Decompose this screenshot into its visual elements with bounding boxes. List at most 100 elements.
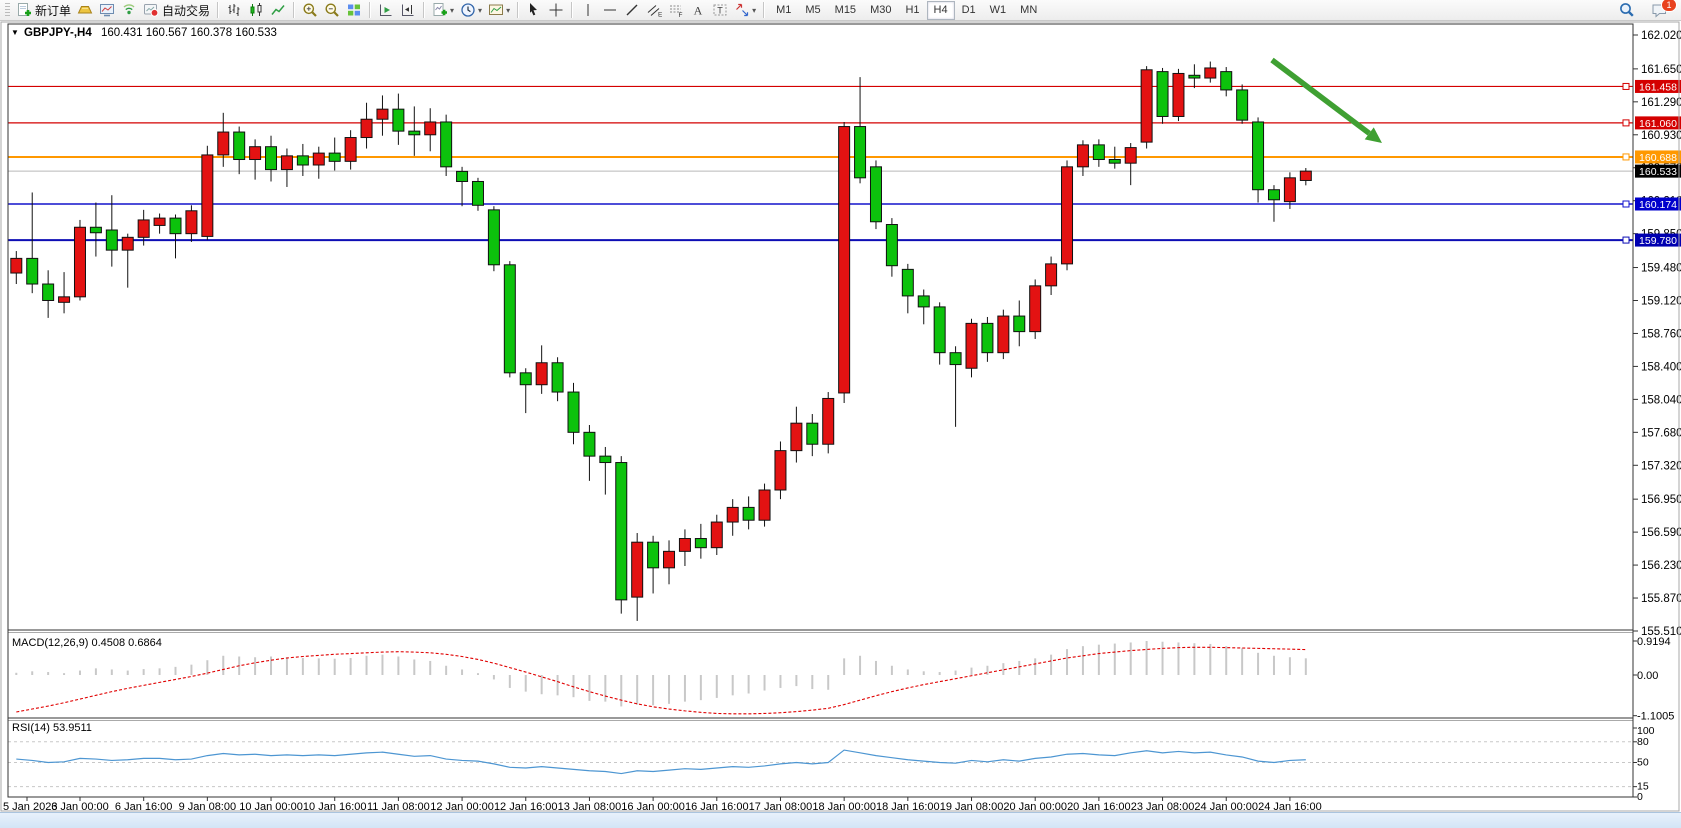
vertical-line-button[interactable] — [577, 1, 599, 20]
price-tick-label: 159.480 — [1641, 263, 1681, 275]
bull-candle — [535, 362, 548, 386]
line-handle[interactable] — [1622, 236, 1630, 244]
macd-pane[interactable] — [15, 640, 1637, 717]
bear-candle — [233, 131, 246, 161]
bull-candle — [1029, 285, 1042, 333]
gold-ingot-button[interactable] — [74, 1, 96, 20]
bear-candle — [1188, 74, 1201, 79]
tab-mn[interactable]: MN — [1020, 3, 1038, 16]
tile-windows-button[interactable] — [343, 1, 365, 20]
signal-button[interactable] — [118, 1, 140, 20]
auto-scroll-button[interactable] — [375, 1, 397, 20]
ohlc-bars-button[interactable] — [223, 1, 245, 20]
status-strip — [0, 812, 1681, 828]
bear-candle — [1220, 71, 1233, 91]
line-handle[interactable] — [1622, 153, 1630, 161]
date-label: 11 Jan 08:00 — [367, 801, 430, 813]
arrows-button[interactable]: ▾ — [731, 1, 759, 20]
svg-text:160.174: 160.174 — [1639, 199, 1677, 211]
bear-candle — [1252, 121, 1265, 191]
periods-button[interactable]: ▾ — [457, 1, 485, 20]
indicators-icon — [433, 3, 448, 16]
bull-candle — [663, 550, 676, 569]
new-order-button[interactable]: 新订单 — [13, 1, 74, 20]
price-tick-label: 160.930 — [1641, 130, 1681, 142]
toolbar-separator — [517, 2, 520, 18]
bear-candle — [981, 322, 994, 354]
candlestick-button[interactable] — [245, 1, 267, 20]
bear-candle — [869, 166, 882, 223]
tab-h4[interactable]: H4 — [926, 0, 955, 20]
trendline-button[interactable] — [621, 1, 643, 20]
horizontal-line-objects[interactable] — [8, 85, 1633, 242]
bull-candle — [137, 219, 150, 238]
date-label: 9 Jan 08:00 — [179, 801, 237, 813]
trend-arrow-annotation[interactable] — [1270, 57, 1382, 143]
chart-shift-button[interactable] — [397, 1, 419, 20]
bull-candle — [790, 422, 803, 452]
template-button[interactable]: ▾ — [485, 1, 513, 20]
bull-candle — [631, 541, 644, 598]
bear-candle — [917, 295, 930, 308]
bear-candle — [1236, 89, 1249, 121]
bear-candle — [26, 257, 39, 285]
crosshair-button[interactable] — [545, 1, 567, 20]
line-price-label — [1635, 150, 1681, 164]
bull-candle — [424, 121, 437, 136]
price-tick-label: 159.120 — [1641, 295, 1681, 307]
fibonacci-button[interactable]: F — [665, 1, 687, 20]
bear-candle — [1092, 144, 1105, 161]
tab-m5[interactable]: M5 — [805, 3, 821, 16]
tab-m30[interactable]: M30 — [870, 3, 892, 16]
market-window-button[interactable] — [96, 1, 118, 20]
rsi-pane[interactable] — [8, 727, 1637, 798]
fibonacci-icon: F — [670, 5, 683, 18]
notification-badge: 1 — [1661, 0, 1677, 12]
price-tick-label: 158.760 — [1641, 328, 1681, 340]
equidistant-channel-button[interactable]: E — [643, 1, 665, 20]
line-price-label — [1635, 197, 1681, 211]
tab-m15[interactable]: M15 — [834, 3, 857, 16]
cursor-button[interactable] — [523, 1, 545, 20]
bear-candle — [265, 146, 278, 171]
bear-candle — [647, 541, 660, 569]
bull-candle — [678, 538, 691, 552]
search-button[interactable] — [1615, 1, 1638, 20]
bull-candle — [153, 217, 166, 226]
text-button[interactable]: A — [687, 1, 709, 20]
time-axis[interactable] — [26, 797, 1291, 801]
bull-candle — [822, 397, 835, 445]
macd-label: MACD(12,26,9) 0.4508 0.6864 — [12, 637, 162, 649]
bear-candle — [89, 226, 102, 234]
horizontal-line-button[interactable] — [599, 1, 621, 20]
toolbar-separator — [369, 2, 372, 18]
tab-d1[interactable]: D1 — [961, 3, 976, 16]
indicators-button[interactable]: ▾ — [429, 1, 457, 20]
bull-candle — [1204, 67, 1217, 79]
auto-trading-button[interactable]: 自动交易 — [140, 1, 213, 20]
zoom-out-button[interactable] — [321, 1, 343, 20]
zoom-in-button[interactable] — [299, 1, 321, 20]
line-handle[interactable] — [1622, 82, 1630, 90]
bull-candle — [710, 521, 723, 549]
tab-h1[interactable]: H1 — [905, 3, 920, 16]
line-handle[interactable] — [1622, 119, 1630, 127]
svg-text:E: E — [658, 12, 662, 19]
tab-m1[interactable]: M1 — [776, 3, 792, 16]
svg-text:161.458: 161.458 — [1639, 81, 1677, 93]
bear-candle — [471, 180, 484, 206]
line-chart-button[interactable] — [267, 1, 289, 20]
toolbar-grip[interactable] — [5, 3, 10, 17]
text-label-button[interactable]: T — [709, 1, 731, 20]
bear-candle — [328, 152, 341, 162]
line-handle[interactable] — [1622, 200, 1630, 208]
date-label: 20 Jan 16:00 — [1067, 801, 1131, 813]
tab-w1[interactable]: W1 — [989, 3, 1007, 16]
chevron-down-icon: ▾ — [478, 5, 483, 15]
bull-candle — [217, 131, 230, 156]
price-tick-label: 156.230 — [1641, 560, 1681, 572]
line-price-label — [1635, 79, 1681, 93]
candles-layer[interactable] — [10, 61, 1312, 621]
trendline-icon — [626, 4, 638, 16]
